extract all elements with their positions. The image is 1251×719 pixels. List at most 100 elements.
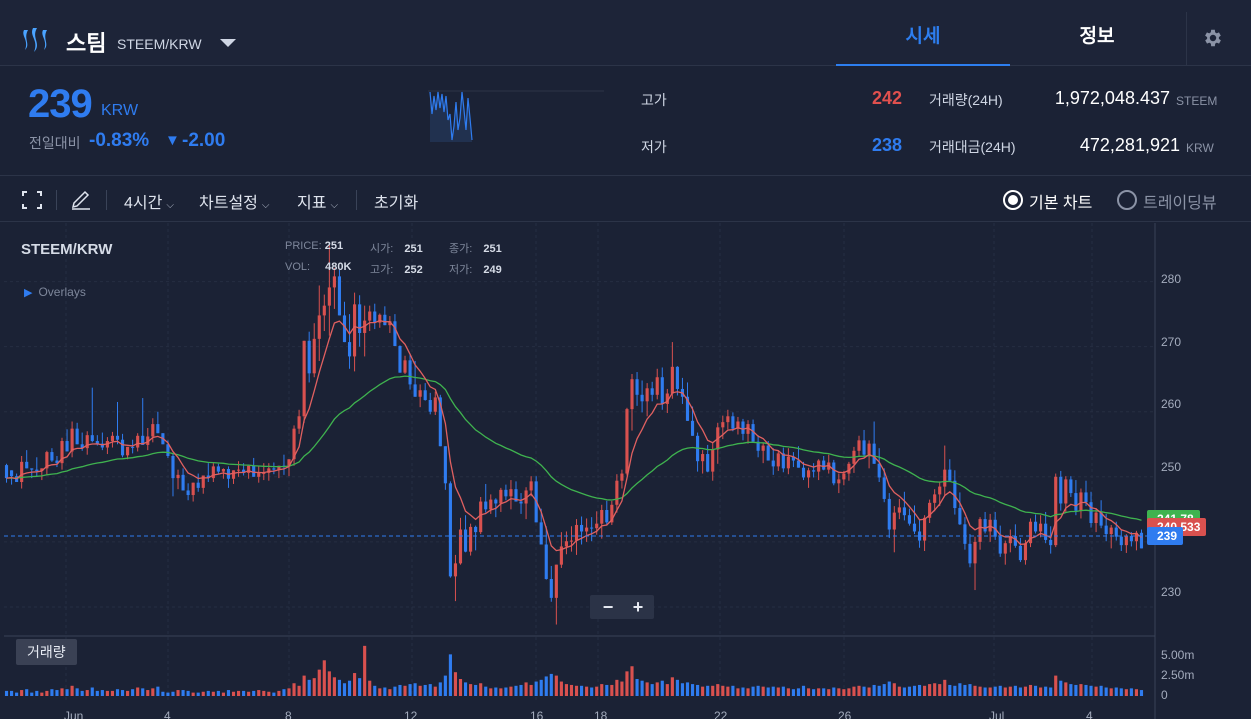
- candle-body: [600, 510, 604, 524]
- tab-price[interactable]: 시세: [836, 12, 1010, 66]
- ohlc-open-label: 시가:: [370, 243, 394, 255]
- volume-bar: [131, 689, 135, 696]
- volume-bar: [418, 685, 422, 696]
- price-chart[interactable]: STEEM/KRW ▶ Overlays PRICE: 251 시가: 251 종…: [4, 223, 1250, 719]
- candle-body: [892, 512, 896, 530]
- x-tick-label: 26: [838, 709, 852, 719]
- tab-info[interactable]: 정보: [1079, 26, 1115, 47]
- volume-bar: [120, 690, 125, 696]
- ohlc-close: 종가: 251: [449, 240, 502, 256]
- reset-button[interactable]: 초기화: [374, 195, 419, 212]
- candle-body: [146, 436, 150, 445]
- tradingview-label[interactable]: 트레이딩뷰: [1143, 195, 1217, 212]
- volume-bar: [1074, 684, 1078, 696]
- toolbar-divider: [106, 190, 107, 210]
- volume-bar: [1069, 684, 1073, 696]
- chevron-down-icon[interactable]: [216, 36, 240, 50]
- overlays-toggle[interactable]: ▶ Overlays: [24, 285, 86, 299]
- candle-body: [297, 416, 301, 429]
- gear-icon[interactable]: [1202, 27, 1224, 49]
- volume-bar: [645, 682, 649, 696]
- volume-bar: [539, 679, 543, 696]
- volume-bar: [201, 691, 205, 696]
- candle-body: [726, 416, 730, 423]
- indicators-menu[interactable]: 지표 ⌵: [297, 189, 338, 213]
- candle-body: [1028, 521, 1033, 544]
- volume-bar: [504, 687, 508, 696]
- candle-body: [867, 443, 871, 455]
- chart-settings-menu[interactable]: 차트설정 ⌵: [199, 189, 269, 213]
- candle-body: [353, 304, 357, 357]
- volume-bar: [45, 690, 49, 696]
- candle-body: [368, 311, 372, 321]
- candle-body: [55, 460, 59, 464]
- candle-body: [10, 470, 14, 477]
- volume-bar: [877, 685, 881, 696]
- volume-bar: [90, 687, 94, 696]
- zoom-control: − +: [590, 595, 654, 619]
- volume-bar: [509, 686, 513, 696]
- ma-short-line: [6, 319, 1142, 552]
- zoom-in-button[interactable]: +: [632, 597, 644, 617]
- volume-bar: [494, 687, 498, 696]
- volume-bar: [413, 683, 417, 696]
- candle-body: [1054, 476, 1058, 546]
- volume-bar: [1044, 686, 1048, 696]
- candle-body: [171, 455, 175, 479]
- high-value: 242: [871, 88, 902, 108]
- volume-bar: [857, 685, 861, 696]
- volume-tick-label: 5.00m: [1161, 648, 1195, 662]
- volume-bar: [665, 684, 669, 696]
- change-value: -2.00: [182, 130, 226, 151]
- candle-body: [136, 435, 140, 448]
- volume-bar: [675, 679, 679, 696]
- volume-bar: [600, 684, 604, 696]
- candle-body: [731, 416, 735, 429]
- candle-body: [923, 517, 927, 541]
- volume-tab[interactable]: 거래량: [16, 639, 77, 665]
- candle-body: [1134, 532, 1138, 542]
- volume-bar: [292, 683, 296, 696]
- ohlc-close-label: 종가:: [449, 243, 473, 255]
- candle-body: [887, 498, 891, 530]
- volume-bar: [544, 676, 548, 696]
- candle-body: [110, 435, 115, 442]
- tradingview-radio[interactable]: [1117, 190, 1137, 210]
- ohlc-price-value: 251: [324, 240, 344, 252]
- candle-body: [1099, 512, 1103, 526]
- volume-bar: [423, 684, 427, 696]
- volume-bar: [242, 690, 246, 696]
- volume-bar: [847, 688, 851, 696]
- volume-bar: [731, 685, 735, 696]
- pencil-icon[interactable]: [70, 190, 92, 210]
- volume-bar: [751, 686, 755, 696]
- fullscreen-icon[interactable]: [21, 190, 43, 210]
- volume-bar: [907, 686, 912, 696]
- volume-bar: [685, 682, 690, 696]
- header-divider: [1186, 12, 1187, 66]
- volume-bar: [211, 691, 215, 696]
- candle-body: [862, 440, 866, 455]
- volume-bar: [166, 692, 170, 696]
- x-tick-label: 16: [530, 709, 544, 719]
- ohlc-price-label: PRICE:: [285, 240, 322, 252]
- candlestick-chart-svg[interactable]: [4, 223, 1250, 719]
- zoom-out-button[interactable]: −: [602, 597, 614, 617]
- volume-bar: [221, 692, 225, 696]
- interval-select[interactable]: 4시간 ⌵: [124, 189, 174, 213]
- volume-bar: [484, 686, 488, 696]
- basic-chart-radio[interactable]: [1003, 190, 1023, 210]
- volume-bar: [706, 685, 710, 696]
- basic-chart-label[interactable]: 기본 차트: [1029, 195, 1093, 212]
- candle-body: [1089, 502, 1093, 524]
- candle-body: [554, 564, 558, 598]
- volume-bar: [489, 688, 493, 696]
- volume-bar: [701, 686, 705, 696]
- ohlc-low-value: 249: [483, 264, 502, 276]
- y-tick-label: 280: [1161, 272, 1182, 286]
- indicators-label: 지표: [297, 195, 327, 212]
- candle-body: [201, 475, 205, 488]
- volume-bar: [968, 684, 972, 696]
- volume-bar: [958, 683, 962, 696]
- volume-bar: [837, 688, 841, 696]
